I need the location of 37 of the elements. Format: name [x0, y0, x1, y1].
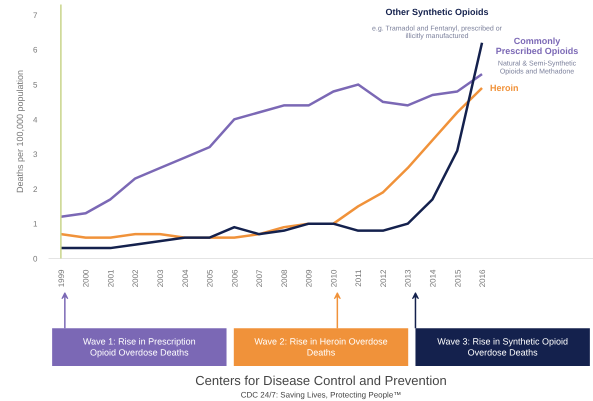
y-tick-label: 3: [33, 150, 38, 160]
y-tick-label: 6: [33, 46, 38, 55]
x-tick-label: 1999: [56, 268, 66, 288]
x-tick-label: 2011: [354, 268, 364, 287]
x-tick-label: 2015: [453, 268, 462, 288]
x-tick-label: 2014: [428, 268, 438, 288]
x-tick-label: 2016: [478, 268, 488, 288]
y-tick-label: 2: [33, 184, 38, 194]
x-tick-label: 2013: [404, 268, 413, 288]
text: Commonly Prescribed Opioids: [496, 36, 578, 56]
x-tick-label: 2002: [131, 268, 140, 288]
text: Wave 2: Rise in Heroin Overdose Deaths: [254, 336, 388, 358]
x-tick-label: 2010: [329, 268, 338, 288]
y-tick-label: 7: [33, 10, 38, 20]
text: Wave 3: Rise in Synthetic Opioid Overdose Deaths: [437, 336, 568, 358]
line-series: [60, 42, 484, 250]
text: Centers for Disease Control and Prevention: [195, 372, 447, 388]
y-tick-label: 0: [33, 254, 38, 264]
y-axis-title: Deaths per 100,000 population: [15, 70, 26, 194]
x-tick-label: 2009: [304, 268, 314, 288]
x-tick-label: 2004: [180, 268, 190, 288]
series-label: Heroin: [490, 83, 519, 94]
x-tick-label: 2001: [106, 268, 116, 288]
line-series: [60, 72, 484, 218]
text: Other Synthetic Opioids: [386, 6, 489, 17]
y-tick-label: 1: [33, 220, 38, 229]
y-tick-label: 5: [33, 80, 38, 90]
x-tick-label: 2005: [206, 268, 215, 288]
x-tick-label: 2006: [230, 268, 240, 288]
x-tick-label: 2007: [255, 268, 264, 288]
x-tick-label: 2012: [378, 268, 388, 288]
y-tick-label: 4: [33, 115, 38, 124]
text: Wave 1: Rise in Prescription Opioid Overdose Deaths: [82, 336, 196, 358]
x-tick-label: 2000: [82, 268, 91, 288]
text: CDC 24/7: Saving Lives, Protecting People™: [240, 390, 402, 400]
x-tick-label: 2003: [156, 268, 165, 288]
x-tick-label: 2008: [280, 268, 289, 288]
